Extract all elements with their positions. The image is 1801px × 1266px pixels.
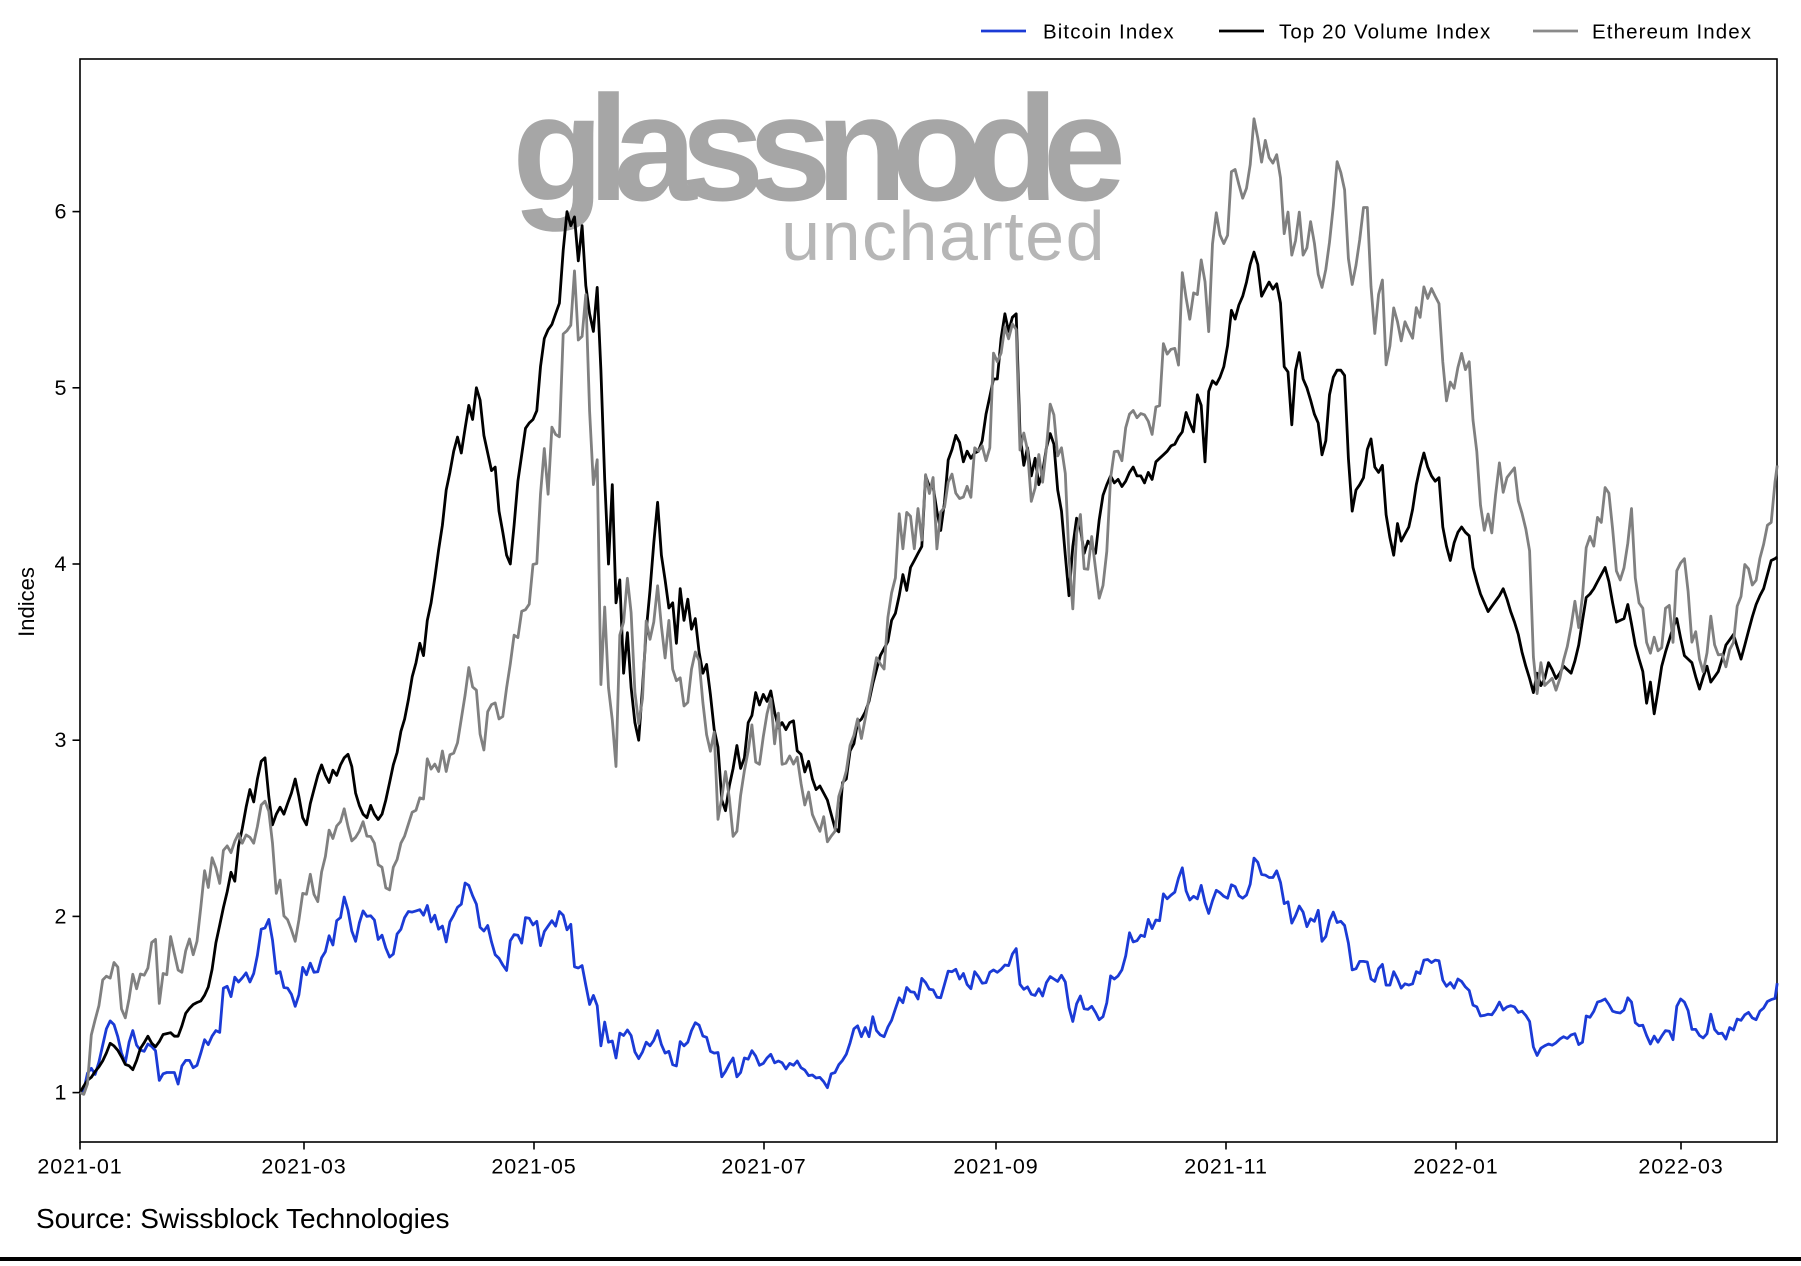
svg-text:1: 1 xyxy=(55,1081,67,1105)
svg-text:2021-01: 2021-01 xyxy=(37,1155,122,1179)
svg-text:2021-09: 2021-09 xyxy=(953,1155,1038,1179)
svg-text:2022-03: 2022-03 xyxy=(1638,1155,1723,1179)
svg-text:2021-03: 2021-03 xyxy=(261,1155,346,1179)
svg-text:2021-07: 2021-07 xyxy=(721,1155,806,1179)
svg-text:2022-01: 2022-01 xyxy=(1413,1155,1498,1179)
svg-text:5: 5 xyxy=(55,376,67,400)
svg-text:Indices: Indices xyxy=(14,567,39,637)
svg-text:4: 4 xyxy=(55,552,67,576)
svg-text:2021-11: 2021-11 xyxy=(1184,1155,1268,1179)
svg-text:3: 3 xyxy=(55,728,67,752)
svg-text:Source: Swissblock Technologie: Source: Swissblock Technologies xyxy=(36,1203,449,1234)
svg-text:2: 2 xyxy=(55,904,67,928)
svg-text:2021-05: 2021-05 xyxy=(491,1155,576,1179)
svg-text:Ethereum Index: Ethereum Index xyxy=(1592,21,1752,44)
svg-text:uncharted: uncharted xyxy=(781,197,1106,275)
svg-text:Bitcoin Index: Bitcoin Index xyxy=(1043,21,1175,44)
svg-text:6: 6 xyxy=(55,200,67,224)
svg-text:glassnode: glassnode xyxy=(512,64,1121,232)
svg-text:Top 20 Volume Index: Top 20 Volume Index xyxy=(1279,21,1491,44)
